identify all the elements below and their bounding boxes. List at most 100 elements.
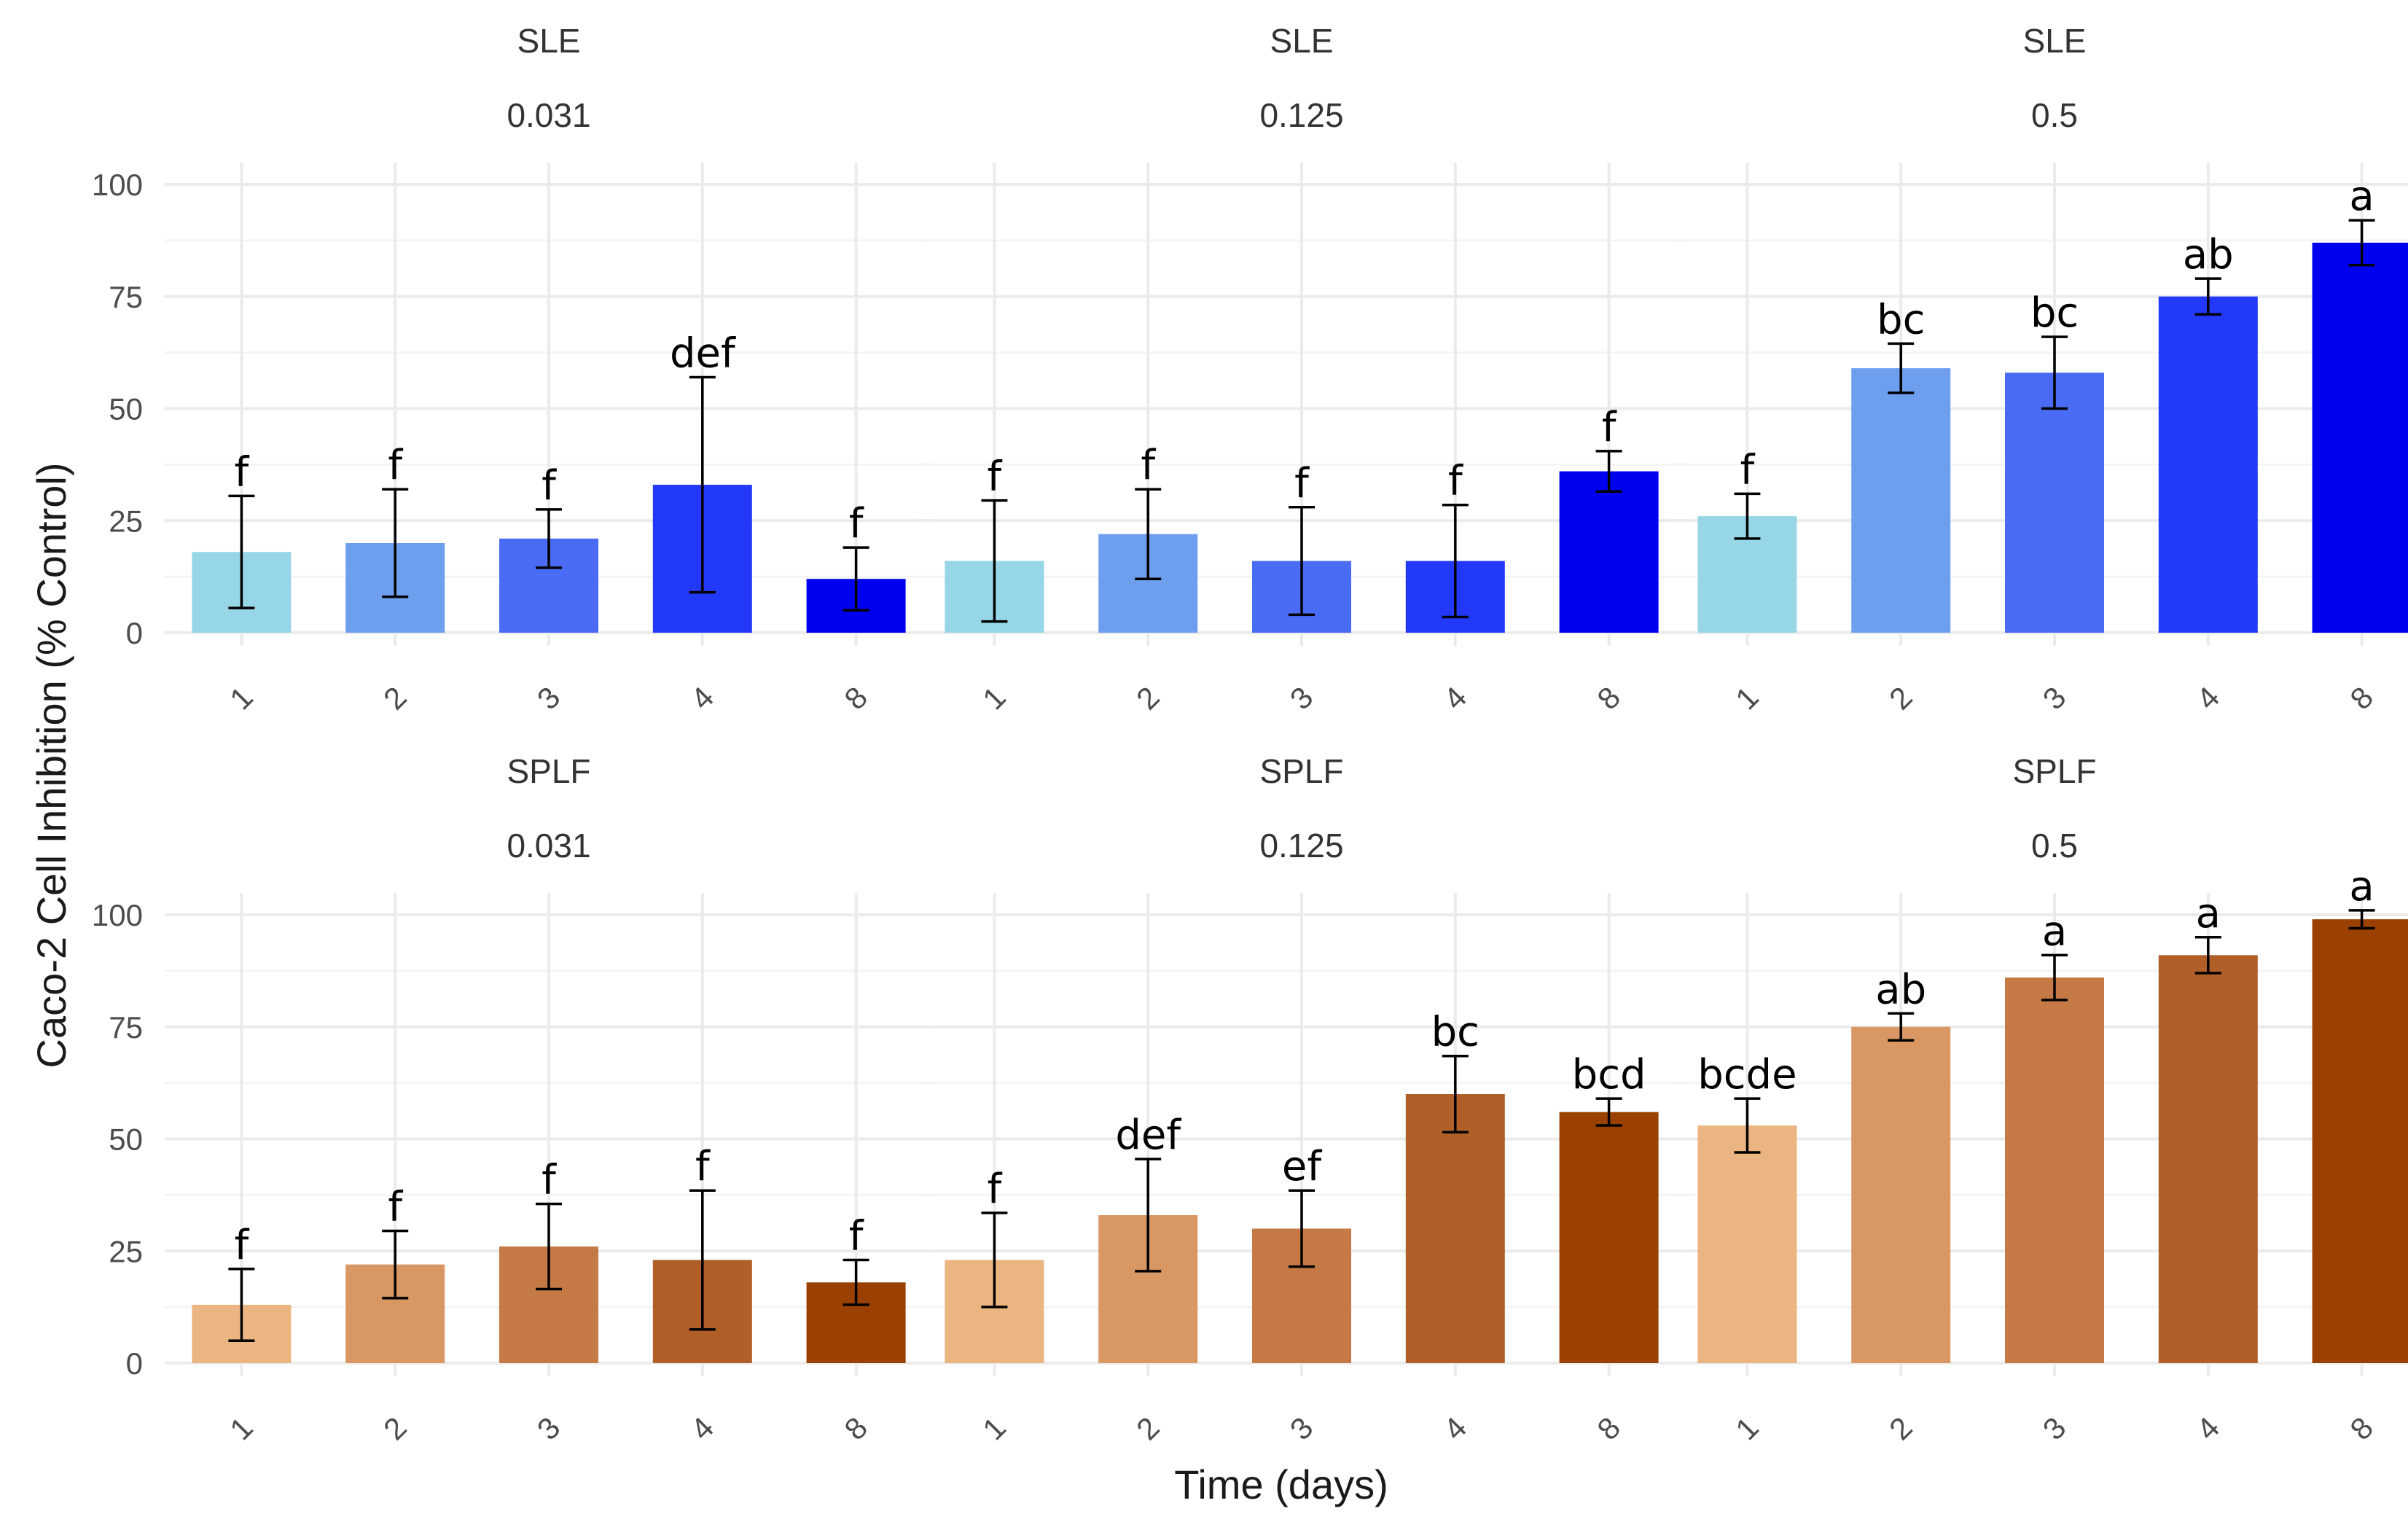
- error-bar: [228, 494, 255, 609]
- bar-splf-0.5-day-4: [2158, 955, 2258, 1363]
- x-tick-label: 3: [2036, 680, 2073, 717]
- significance-letter: a: [2042, 908, 2067, 955]
- y-tick-label: 50: [109, 1123, 143, 1157]
- panel-splf-0.031: SPLF 0.031 0 25 50 75 100 f 1 f 2 f 3 f 4 f 8: [92, 752, 933, 1447]
- significance-letter: bcd: [1572, 1051, 1646, 1098]
- error-bar: [1595, 450, 1622, 493]
- x-tick-label: 2: [377, 680, 413, 717]
- error-bar: [1888, 1012, 1915, 1042]
- facet-label-product: SPLF: [507, 752, 590, 790]
- error-bar: [689, 1189, 716, 1331]
- y-tick-label: 25: [109, 1234, 143, 1268]
- panel-sle-0.5: SLE 0.5 f 1 bc 2 bc 3 ab 4 a 8: [1670, 22, 2408, 717]
- error-bar: [981, 1211, 1008, 1308]
- bar-sle-0.125-day-8: [1559, 471, 1659, 633]
- bar-sle-0.5-day-8: [2312, 242, 2408, 633]
- bar-sle-0.5-day-2: [1851, 368, 1951, 633]
- error-bar: [1135, 1158, 1162, 1273]
- error-bar: [1888, 342, 1915, 394]
- significance-letter: f: [849, 1213, 864, 1260]
- facet-label-product: SLE: [517, 22, 581, 60]
- x-tick-label: 8: [837, 680, 874, 717]
- significance-letter: a: [2196, 890, 2221, 937]
- significance-letter: f: [1141, 442, 1156, 489]
- error-bar: [2041, 335, 2068, 410]
- x-tick-label: 4: [2190, 1410, 2227, 1447]
- significance-letter: f: [988, 453, 1003, 501]
- x-tick-label: 2: [1883, 1410, 1919, 1447]
- x-tick-label: 3: [531, 1410, 567, 1447]
- x-tick-label: 1: [223, 680, 259, 717]
- y-axis-title: Caco-2 Cell Inhibition (% Control): [28, 462, 74, 1068]
- error-bar: [689, 375, 716, 594]
- significance-letter: ef: [1282, 1143, 1322, 1190]
- error-bar: [1442, 1054, 1469, 1134]
- significance-letter: f: [388, 1184, 403, 1231]
- x-tick-label: 8: [1590, 1410, 1627, 1447]
- facet-label-product: SPLF: [1259, 752, 1343, 790]
- bar-sle-0.5-day-3: [2005, 372, 2104, 633]
- x-tick-label: 4: [1437, 680, 1474, 717]
- significance-letter: f: [695, 1143, 711, 1190]
- x-tick-label: 4: [684, 1410, 721, 1447]
- error-bar: [843, 546, 869, 612]
- error-bar: [2041, 953, 2068, 1002]
- x-tick-label: 2: [377, 1410, 413, 1447]
- y-tick-label: 75: [109, 280, 143, 314]
- significance-letter: f: [1602, 404, 1617, 451]
- significance-letter: f: [235, 448, 250, 496]
- significance-letter: a: [2349, 863, 2374, 910]
- facet-label-product: SLE: [1270, 22, 1334, 60]
- x-tick-label: 2: [1883, 680, 1919, 717]
- bar-splf-0.5-day-1: [1697, 1125, 1797, 1363]
- x-tick-label: 2: [1130, 680, 1166, 717]
- facet-label-dose: 0.5: [2031, 96, 2078, 134]
- bar-splf-0.125-day-4: [1405, 1094, 1505, 1363]
- error-bar: [382, 1229, 409, 1300]
- error-bar: [981, 499, 1008, 623]
- x-tick-label: 3: [531, 680, 567, 717]
- x-tick-label: 1: [1729, 680, 1765, 717]
- x-tick-label: 3: [1283, 1410, 1320, 1447]
- significance-letter: bcde: [1697, 1051, 1797, 1098]
- significance-letter: f: [1448, 458, 1463, 505]
- facet-label-dose: 0.125: [1259, 96, 1343, 134]
- facet-label-dose: 0.5: [2031, 827, 2078, 864]
- facet-label-dose: 0.031: [507, 827, 590, 864]
- x-tick-label: 4: [684, 680, 721, 717]
- x-axis-title: Time (days): [1174, 1461, 1388, 1507]
- error-bar: [1734, 1097, 1761, 1154]
- significance-letter: bc: [1877, 296, 1925, 343]
- error-bar: [2194, 936, 2221, 975]
- x-tick-label: 3: [2036, 1410, 2073, 1447]
- x-tick-label: 4: [1437, 1410, 1474, 1447]
- y-tick-label: 50: [109, 392, 143, 426]
- y-tick-label: 25: [109, 504, 143, 538]
- x-tick-label: 1: [223, 1410, 259, 1447]
- x-tick-label: 8: [2343, 1410, 2380, 1447]
- significance-letter: def: [670, 329, 736, 377]
- error-bar: [2348, 909, 2375, 930]
- error-bar: [2348, 219, 2375, 267]
- error-bar: [382, 488, 409, 598]
- x-tick-label: 8: [837, 1410, 874, 1447]
- x-tick-label: 4: [2190, 680, 2227, 717]
- y-tick-label: 100: [92, 898, 143, 932]
- error-bar: [536, 1202, 562, 1291]
- panel-sle-0.031: SLE 0.031 0 25 50 75 100 f 1 f 2 f 3 def 4 f 8: [92, 22, 933, 717]
- facet-label-product: SPLF: [2012, 752, 2096, 790]
- error-bar: [1442, 503, 1469, 619]
- significance-letter: f: [1294, 460, 1310, 507]
- error-bar: [1289, 506, 1315, 617]
- significance-letter: def: [1115, 1112, 1181, 1159]
- bar-splf-0.5-day-3: [2005, 977, 2104, 1363]
- panels-layer: SLE 0.031 0 25 50 75 100 f 1 f 2 f 3 def 4 f 8 SLE 0.125 f 1…: [92, 22, 2408, 1447]
- y-tick-label: 100: [92, 168, 143, 202]
- facet-label-dose: 0.031: [507, 96, 590, 134]
- significance-letter: f: [542, 462, 557, 510]
- bar-splf-0.5-day-8: [2312, 919, 2408, 1363]
- x-tick-label: 1: [976, 1410, 1012, 1447]
- error-bar: [1135, 488, 1162, 580]
- significance-letter: ab: [1875, 966, 1926, 1013]
